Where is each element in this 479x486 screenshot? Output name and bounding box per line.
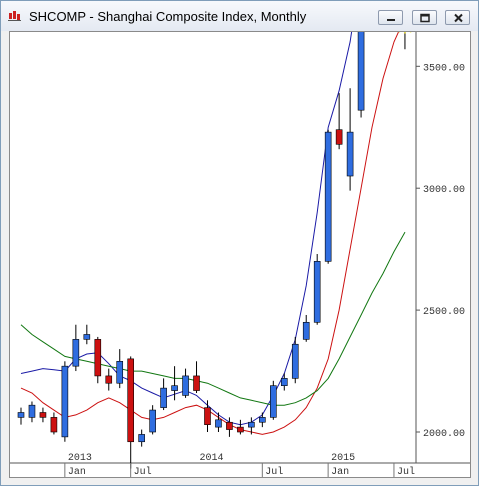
candle-5 bbox=[61, 361, 69, 442]
candle-body bbox=[291, 343, 299, 379]
candle-body bbox=[215, 419, 222, 428]
y-tick-label: 2500.00 bbox=[423, 307, 465, 318]
moving-average-line-2 bbox=[20, 17, 406, 435]
chart-area[interactable]: 2000.002500.003000.003500.004000.004500.… bbox=[9, 0, 471, 478]
candle-body bbox=[116, 360, 124, 384]
candle-8 bbox=[94, 336, 102, 384]
title-bar[interactable]: SHCOMP - Shanghai Composite Index, Month… bbox=[1, 1, 478, 31]
candle-body bbox=[149, 409, 156, 433]
candle-body bbox=[182, 375, 189, 396]
candle-23 bbox=[259, 412, 266, 428]
candle-9 bbox=[105, 368, 113, 391]
candle-body bbox=[61, 365, 69, 438]
moving-average-line-3 bbox=[20, 231, 406, 406]
x-tick-label: Jul bbox=[265, 466, 283, 477]
candle-14 bbox=[160, 378, 167, 411]
candle-26 bbox=[291, 336, 299, 384]
candle-body bbox=[105, 375, 113, 384]
candle-21 bbox=[237, 419, 244, 435]
candle-body bbox=[357, 5, 365, 111]
candle-19 bbox=[215, 412, 222, 432]
x-tick-label: 2013 bbox=[68, 453, 92, 464]
candle-body bbox=[324, 131, 332, 262]
candle-body bbox=[160, 387, 167, 408]
candle-body bbox=[346, 131, 354, 177]
candle-30 bbox=[335, 93, 343, 150]
x-tick-label: 2014 bbox=[199, 453, 223, 464]
candle-12 bbox=[138, 429, 145, 447]
candle-body bbox=[302, 321, 310, 340]
candle-36 bbox=[401, 0, 409, 50]
y-tick-label: 3500.00 bbox=[423, 63, 465, 74]
candle-18 bbox=[204, 400, 211, 432]
candle-13 bbox=[149, 405, 156, 435]
x-tick-label: Jul bbox=[134, 466, 152, 477]
candle-body bbox=[39, 412, 47, 418]
candle-28 bbox=[313, 254, 321, 325]
candlestick-chart[interactable]: 2000.002500.003000.003500.004000.004500.… bbox=[10, 0, 470, 478]
candle-body bbox=[171, 385, 178, 391]
candle-body bbox=[204, 407, 211, 425]
candle-25 bbox=[280, 373, 288, 391]
candle-16 bbox=[182, 368, 189, 398]
candle-6 bbox=[72, 324, 80, 372]
close-icon bbox=[454, 13, 463, 23]
candle-10 bbox=[116, 349, 124, 389]
candlestick-app-icon bbox=[8, 11, 21, 21]
candle-body bbox=[72, 339, 80, 367]
candle-body bbox=[280, 378, 288, 386]
candle-body bbox=[50, 417, 58, 433]
candle-24 bbox=[270, 380, 277, 420]
x-tick-label: 2015 bbox=[331, 453, 355, 464]
candle-17 bbox=[193, 361, 200, 393]
candle-3 bbox=[39, 407, 47, 423]
candle-15 bbox=[171, 366, 178, 401]
candle-7 bbox=[83, 324, 91, 345]
x-tick-label: Jul bbox=[397, 466, 415, 477]
restore-button[interactable] bbox=[412, 10, 437, 25]
candle-body bbox=[270, 385, 277, 418]
candle-body bbox=[237, 426, 244, 433]
candle-body bbox=[28, 404, 36, 418]
minimize-icon bbox=[387, 19, 395, 21]
candle-body bbox=[226, 421, 233, 430]
candle-32 bbox=[357, 0, 365, 118]
close-button[interactable] bbox=[445, 10, 470, 25]
y-tick-label: 2000.00 bbox=[423, 429, 465, 440]
candle-27 bbox=[302, 314, 310, 342]
candle-body bbox=[17, 412, 25, 418]
candle-body bbox=[335, 129, 343, 145]
candle-body bbox=[248, 421, 255, 428]
candle-body bbox=[127, 358, 134, 443]
candle-2 bbox=[28, 401, 36, 423]
candle-body bbox=[193, 375, 200, 391]
candle-31 bbox=[346, 88, 354, 191]
candle-body bbox=[259, 417, 266, 423]
minimize-button[interactable] bbox=[378, 10, 403, 25]
candle-11 bbox=[127, 356, 134, 469]
candle-body bbox=[83, 334, 91, 340]
candle-body bbox=[94, 339, 102, 377]
candle-body bbox=[313, 261, 321, 323]
candle-body bbox=[138, 434, 145, 443]
candle-4 bbox=[50, 412, 58, 435]
restore-icon bbox=[420, 13, 430, 23]
y-tick-label: 3000.00 bbox=[423, 185, 465, 196]
moving-average-line-1 bbox=[20, 0, 357, 426]
x-tick-label: Jan bbox=[68, 467, 86, 477]
candle-1 bbox=[17, 407, 25, 425]
x-tick-label: Jan bbox=[331, 467, 349, 477]
candle-20 bbox=[226, 417, 233, 437]
window-title: SHCOMP - Shanghai Composite Index, Month… bbox=[29, 9, 307, 24]
candle-29 bbox=[324, 129, 332, 264]
candle-22 bbox=[248, 417, 255, 435]
